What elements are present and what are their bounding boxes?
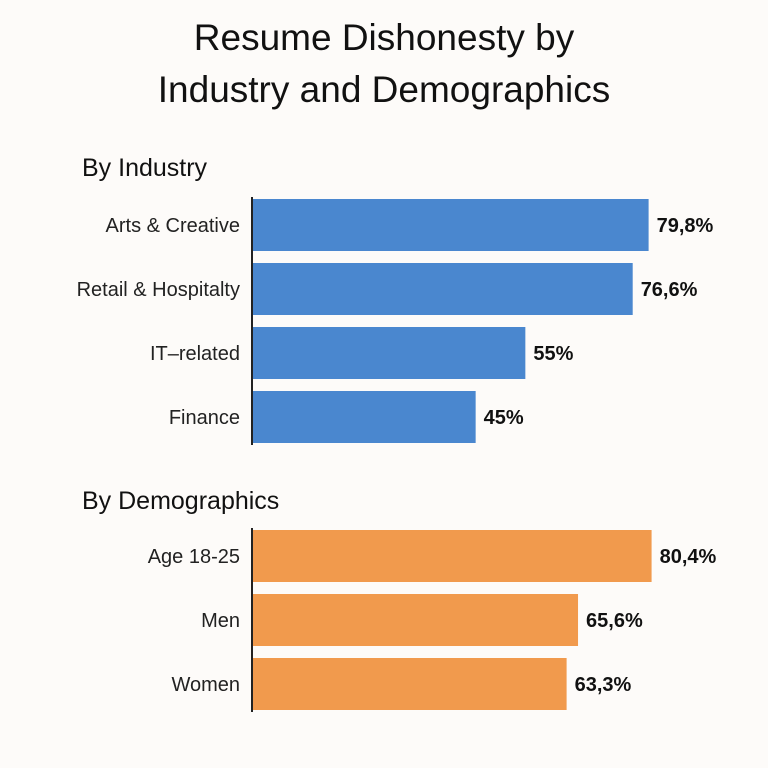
value-label: 63,3% xyxy=(575,674,632,696)
category-label: Men xyxy=(201,610,240,632)
bar-demographics-2 xyxy=(252,658,567,710)
bar-industry-2 xyxy=(252,327,526,379)
bar-demographics-1 xyxy=(252,594,579,646)
demographics-bars-group: Age 18-25 80,4% Men 65,6% Women 63,3% xyxy=(148,528,717,712)
section-title-demographics: By Demographics xyxy=(82,487,279,515)
bar-industry-0 xyxy=(252,199,649,251)
category-label: Finance xyxy=(169,407,240,429)
chart-title-line-1: Resume Dishonesty by xyxy=(194,17,575,58)
value-label: 80,4% xyxy=(660,546,717,568)
category-label: Women xyxy=(171,674,240,696)
section-title-industry: By Industry xyxy=(82,154,208,182)
value-label: 76,6% xyxy=(641,279,698,301)
category-label: Age 18-25 xyxy=(148,546,240,568)
bar-demographics-0 xyxy=(252,530,652,582)
chart-title-line-2: Industry and Demographics xyxy=(158,69,610,110)
bar-industry-1 xyxy=(252,263,633,315)
industry-bars-group: Arts & Creative 79,8% Retail & Hospitalty 7… xyxy=(77,197,714,445)
category-label: Arts & Creative xyxy=(106,215,240,237)
value-label: 45% xyxy=(484,407,524,429)
bar-industry-3 xyxy=(252,391,476,443)
category-label: Retail & Hospitalty xyxy=(77,279,240,301)
category-label: IT–related xyxy=(150,343,240,365)
value-label: 79,8% xyxy=(657,215,714,237)
value-label: 55% xyxy=(533,343,573,365)
value-label: 65,6% xyxy=(586,610,643,632)
